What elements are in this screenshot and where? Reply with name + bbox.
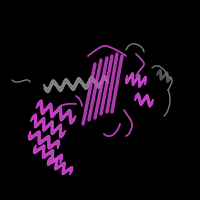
Polygon shape <box>30 114 66 138</box>
Polygon shape <box>135 93 153 107</box>
Polygon shape <box>36 100 76 124</box>
Polygon shape <box>157 70 171 82</box>
Polygon shape <box>44 75 108 93</box>
Polygon shape <box>126 73 146 87</box>
Polygon shape <box>34 145 62 163</box>
Polygon shape <box>47 157 73 175</box>
Polygon shape <box>29 131 59 149</box>
